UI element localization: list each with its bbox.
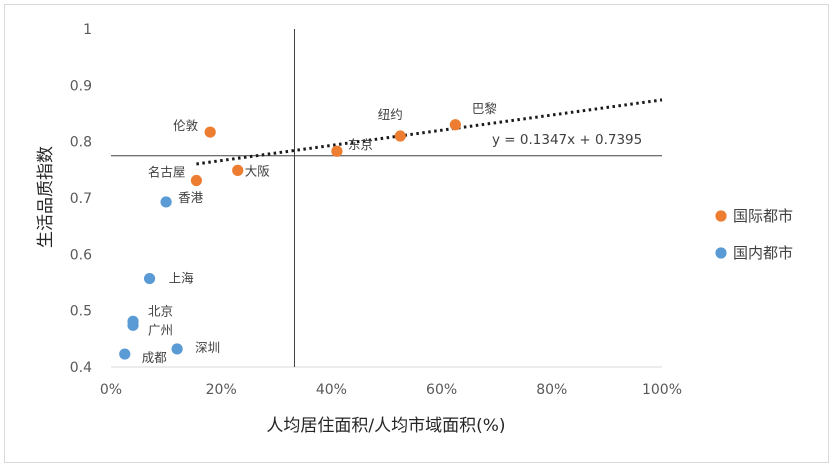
legend-label: 国内都市 bbox=[733, 244, 793, 262]
data-point bbox=[394, 130, 406, 142]
y-axis-ticks: 0.4 0.5 0.6 0.7 0.8 0.9 1 bbox=[70, 22, 92, 376]
x-tick-label: 60% bbox=[426, 382, 457, 398]
y-axis-title: 生活品质指数 bbox=[36, 146, 56, 248]
point-label: 上海 bbox=[169, 271, 195, 286]
point-label: 纽约 bbox=[378, 107, 403, 122]
data-point bbox=[171, 343, 183, 355]
data-point bbox=[160, 196, 172, 208]
x-tick-label: 20% bbox=[206, 382, 237, 398]
point-label: 广州 bbox=[148, 322, 173, 337]
x-tick-label: 0% bbox=[100, 382, 122, 398]
point-label: 伦敦 bbox=[173, 118, 199, 133]
legend-marker bbox=[715, 247, 727, 259]
point-label: 名古屋 bbox=[148, 165, 186, 180]
x-axis-ticks: 0% 20% 40% 60% 80% 100% bbox=[100, 382, 682, 398]
legend-marker bbox=[715, 210, 727, 222]
point-label: 深圳 bbox=[195, 340, 220, 355]
x-tick-label: 40% bbox=[316, 382, 347, 398]
legend-label: 国际都市 bbox=[733, 207, 793, 225]
point-label: 巴黎 bbox=[472, 101, 498, 116]
point-label: 大阪 bbox=[245, 163, 271, 178]
point-label: 东京 bbox=[348, 137, 373, 152]
y-tick-label: 0.4 bbox=[70, 360, 92, 376]
y-tick-label: 0.8 bbox=[70, 135, 92, 151]
y-tick-label: 0.9 bbox=[70, 78, 92, 94]
trendline-equation: y = 0.1347x + 0.7395 bbox=[492, 132, 642, 148]
data-point bbox=[127, 319, 139, 331]
chart-frame bbox=[4, 4, 829, 463]
data-point bbox=[449, 119, 461, 131]
data-points bbox=[119, 119, 461, 360]
data-point bbox=[143, 272, 156, 285]
x-tick-label: 100% bbox=[642, 382, 682, 398]
x-axis-title: 人均居住面积/人均市域面积(%) bbox=[266, 416, 505, 436]
y-tick-label: 1 bbox=[83, 22, 92, 38]
x-tick-label: 80% bbox=[536, 382, 567, 398]
trendline bbox=[196, 98, 663, 166]
data-point bbox=[190, 174, 203, 187]
data-point bbox=[232, 164, 244, 176]
y-tick-label: 0.7 bbox=[70, 191, 92, 207]
point-label: 香港 bbox=[178, 190, 204, 205]
point-label: 成都 bbox=[142, 350, 168, 365]
data-point bbox=[204, 126, 216, 138]
data-point bbox=[119, 348, 131, 360]
y-tick-label: 0.6 bbox=[70, 247, 92, 263]
point-label: 北京 bbox=[148, 303, 173, 318]
data-point bbox=[331, 145, 343, 157]
y-tick-label: 0.5 bbox=[70, 304, 92, 320]
